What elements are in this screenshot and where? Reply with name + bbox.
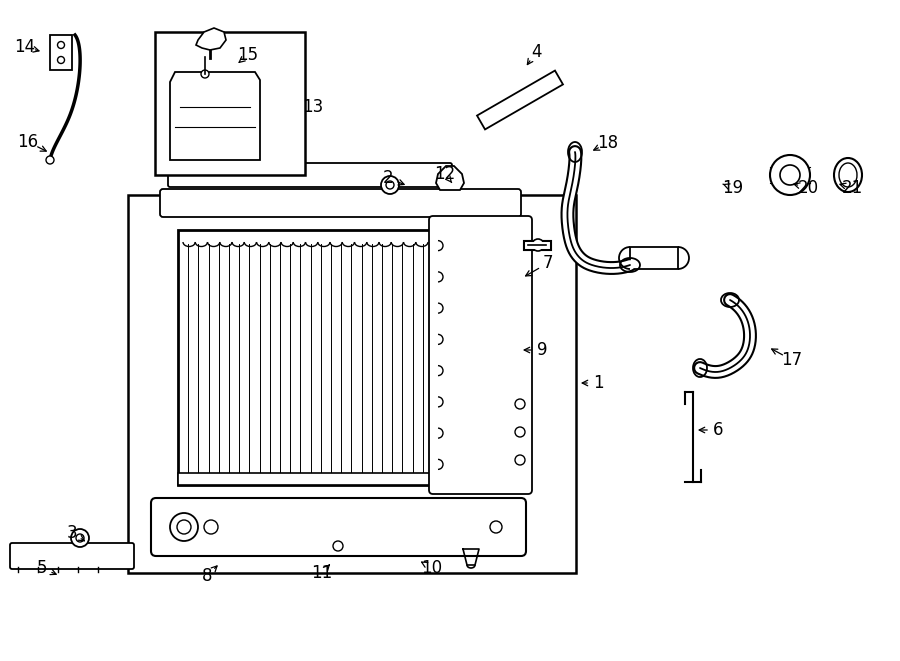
FancyBboxPatch shape [429,216,532,494]
Polygon shape [477,71,563,130]
Text: 14: 14 [14,38,36,56]
Bar [155,32,305,175]
Text: 18: 18 [598,134,618,152]
Bar [178,230,433,485]
Polygon shape [196,28,226,50]
Text: 7: 7 [543,254,553,272]
Circle shape [58,42,65,48]
Circle shape [71,529,89,547]
Text: 11: 11 [311,564,333,582]
FancyBboxPatch shape [160,189,521,217]
Text: 21: 21 [842,179,862,197]
Circle shape [201,70,209,78]
Circle shape [515,427,525,437]
Text: 6: 6 [713,421,724,439]
Circle shape [76,534,84,542]
Circle shape [490,521,502,533]
Bar [50,35,72,70]
Bar [178,473,433,485]
Text: 4: 4 [531,43,541,61]
Text: 2: 2 [382,169,393,187]
Circle shape [46,156,54,164]
Circle shape [170,513,198,541]
FancyBboxPatch shape [151,498,526,556]
Text: 20: 20 [797,179,819,197]
Text: 5: 5 [37,559,47,577]
Text: 13: 13 [302,98,324,116]
Bar [630,247,678,269]
Text: 9: 9 [536,341,547,359]
Text: 1: 1 [593,374,603,392]
Circle shape [532,239,544,251]
Circle shape [177,520,191,534]
Text: 10: 10 [421,559,443,577]
Circle shape [780,165,800,185]
Circle shape [515,399,525,409]
Text: 12: 12 [435,165,455,183]
Text: 15: 15 [238,46,258,64]
Bar [128,195,576,573]
Circle shape [58,56,65,63]
Polygon shape [436,166,464,190]
Circle shape [386,181,394,189]
Text: 19: 19 [723,179,743,197]
FancyBboxPatch shape [168,163,452,187]
Text: 3: 3 [67,524,77,542]
Text: 8: 8 [202,567,212,585]
FancyBboxPatch shape [10,543,134,569]
Circle shape [515,455,525,465]
Circle shape [381,176,399,194]
Text: 17: 17 [781,351,803,369]
Text: 16: 16 [17,133,39,151]
Circle shape [770,155,810,195]
Circle shape [333,541,343,551]
Polygon shape [170,72,260,160]
Circle shape [204,520,218,534]
